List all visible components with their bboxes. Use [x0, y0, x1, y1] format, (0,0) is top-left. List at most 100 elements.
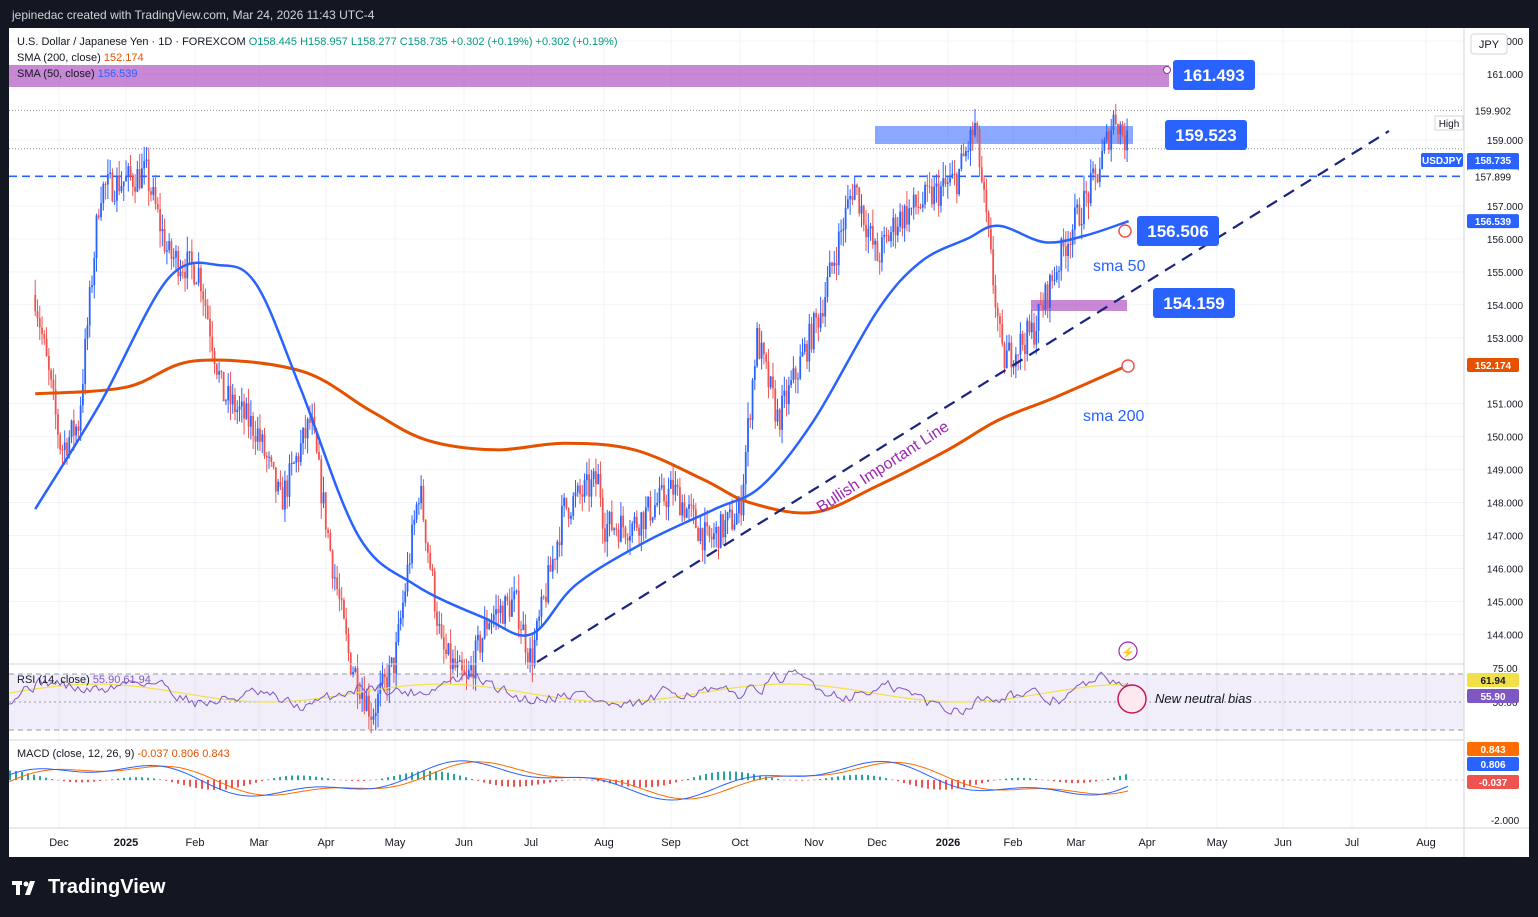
- candle-body: [433, 571, 436, 612]
- candle-body: [424, 520, 427, 544]
- candle-body: [163, 229, 166, 252]
- candle-body: [79, 405, 82, 431]
- candle-body: [1080, 223, 1083, 226]
- candle-body: [747, 418, 749, 452]
- macd-tag-text: 0.806: [1480, 760, 1505, 771]
- x-tick-label: 2025: [114, 837, 138, 849]
- candle: [159, 192, 161, 248]
- macd-histogram-bar: [657, 780, 659, 787]
- legend-sma200[interactable]: SMA (200, close) 152.174: [17, 52, 144, 64]
- candle: [1112, 110, 1115, 135]
- candle-body: [1039, 304, 1042, 306]
- macd-histogram-bar: [477, 780, 479, 781]
- candle: [1044, 282, 1047, 315]
- macd-histogram-bar: [495, 780, 497, 786]
- candle-body: [892, 217, 895, 232]
- candle: [1055, 265, 1058, 283]
- macd-histogram-bar: [189, 780, 191, 787]
- candle-body: [161, 229, 164, 232]
- candle: [703, 507, 706, 564]
- candle: [111, 168, 114, 203]
- candle-body: [77, 426, 80, 431]
- candle: [690, 493, 693, 518]
- candle: [388, 655, 391, 704]
- candle: [338, 573, 341, 612]
- candle-body: [797, 378, 799, 380]
- macd-histogram-bar: [387, 777, 389, 780]
- candle: [985, 178, 988, 223]
- candle: [903, 204, 906, 242]
- candle: [249, 400, 252, 440]
- candle-body: [1030, 322, 1033, 333]
- macd-histogram-bar: [981, 780, 983, 784]
- candle-body: [976, 122, 979, 129]
- candle: [599, 461, 602, 507]
- candle: [438, 611, 441, 634]
- candle: [549, 556, 552, 572]
- candle-body: [458, 660, 461, 662]
- candle-body: [102, 183, 105, 204]
- candle-body: [315, 430, 318, 452]
- legend-macd[interactable]: MACD (close, 12, 26, 9) -0.037 0.806 0.8…: [17, 748, 230, 760]
- candle-body: [806, 343, 808, 362]
- dashed-level-tag: 157.899: [1467, 169, 1519, 184]
- candle: [197, 252, 200, 287]
- candle-body: [172, 257, 175, 259]
- candle-body: [819, 313, 822, 328]
- candle: [547, 556, 550, 605]
- macd-histogram-bar: [915, 780, 917, 787]
- candle-body: [910, 207, 913, 209]
- candle-body: [370, 716, 373, 720]
- candle-body: [529, 648, 531, 663]
- candle: [683, 494, 686, 521]
- candle-body: [365, 695, 368, 711]
- grid: [9, 28, 1529, 857]
- candle-body: [815, 313, 818, 318]
- candle: [1094, 164, 1097, 191]
- candle-body: [937, 183, 940, 206]
- candle-body: [1051, 275, 1054, 281]
- macd-histogram-bar: [453, 774, 455, 780]
- legend-rsi[interactable]: RSI (14, close) 55.90 61.94: [17, 674, 151, 686]
- candle-body: [1089, 172, 1092, 204]
- candle: [95, 213, 98, 272]
- candle: [604, 512, 606, 553]
- candle-body: [672, 479, 674, 495]
- candle: [286, 475, 289, 509]
- rsi-tag-ma: 61.94: [1467, 673, 1519, 687]
- macd-histogram-bar: [393, 775, 395, 780]
- candle-body: [592, 471, 595, 480]
- candle-body: [876, 240, 879, 261]
- currency-button-label: JPY: [1479, 39, 1500, 51]
- candle: [481, 637, 484, 663]
- candle-body: [570, 515, 572, 519]
- candle-body: [66, 442, 68, 456]
- candle: [331, 549, 334, 589]
- candle: [220, 369, 223, 379]
- candle: [175, 244, 177, 270]
- candle-body: [345, 618, 348, 634]
- candle: [399, 610, 402, 631]
- candle: [837, 223, 840, 276]
- candle-body: [676, 484, 679, 488]
- candle-body: [940, 186, 942, 206]
- tradingview-logo[interactable]: TradingView: [12, 876, 165, 899]
- candle: [447, 642, 450, 656]
- candle: [526, 647, 529, 669]
- candle: [413, 510, 416, 536]
- candle-body: [336, 577, 339, 590]
- candle: [458, 655, 461, 663]
- legend-sma50[interactable]: SMA (50, close) 156.539: [17, 68, 137, 80]
- candle-body: [220, 371, 223, 373]
- macd-histogram-bar: [315, 776, 317, 780]
- candle-body: [685, 508, 688, 518]
- candle-body: [787, 385, 790, 405]
- candle: [417, 497, 420, 515]
- chart-area[interactable]: Bullish Important Line 161.493 159.523 156.…: [9, 28, 1529, 857]
- y-tick-label: 144.000: [1487, 630, 1524, 641]
- candle: [896, 217, 899, 243]
- candle: [899, 203, 901, 232]
- candle: [756, 322, 758, 368]
- price-chart[interactable]: Bullish Important Line161.493159.523156.…: [9, 28, 1529, 857]
- candle: [987, 210, 990, 238]
